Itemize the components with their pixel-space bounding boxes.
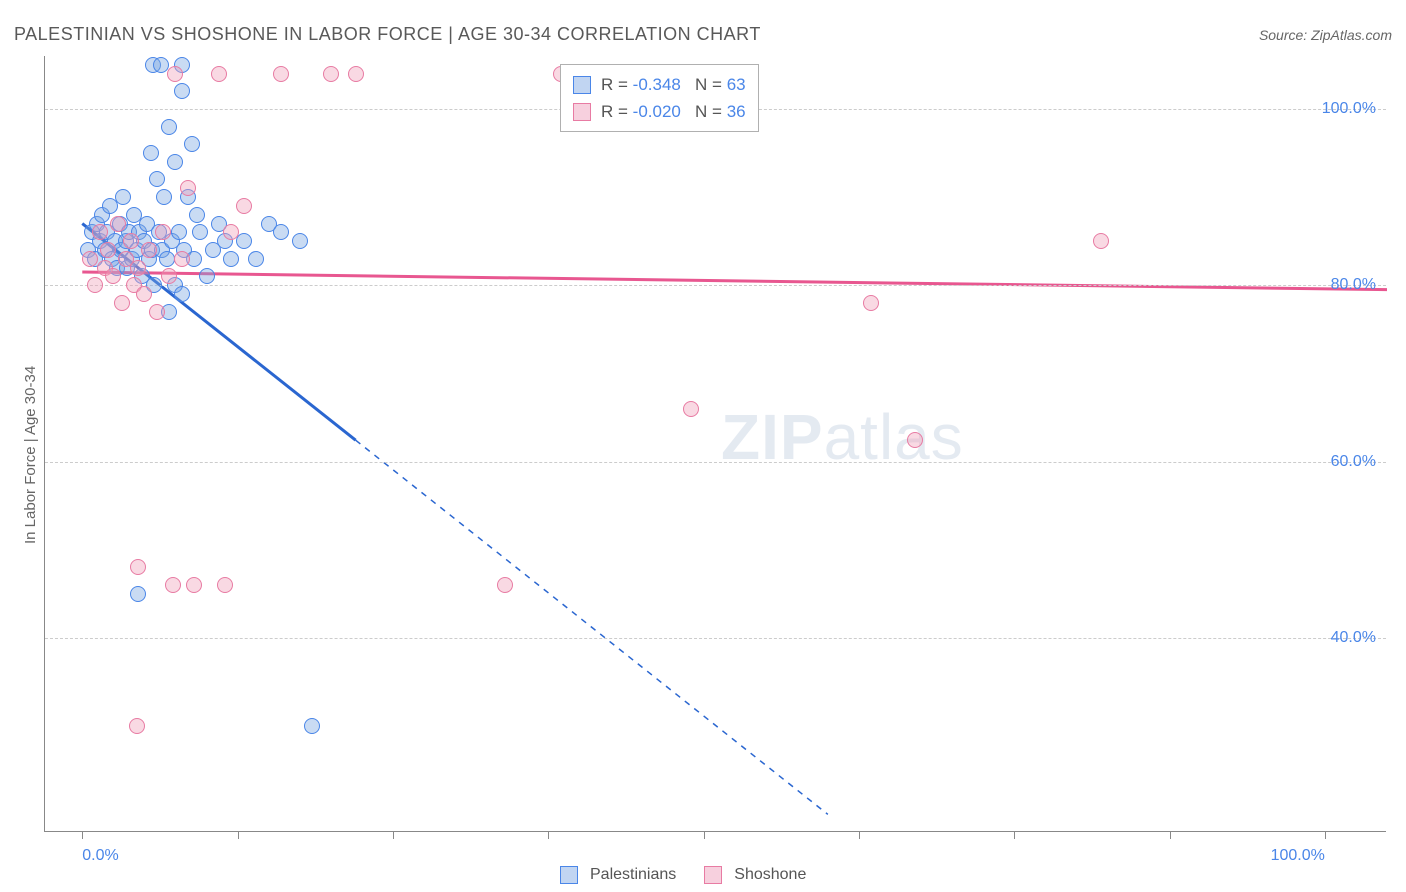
data-point <box>236 198 252 214</box>
x-tick <box>859 831 860 839</box>
data-point <box>192 224 208 240</box>
watermark: ZIPatlas <box>721 400 964 474</box>
trend-line-dashed <box>356 440 828 814</box>
plot-area: ZIPatlas 40.0%60.0%80.0%100.0%0.0%100.0% <box>44 56 1386 832</box>
x-tick <box>1014 831 1015 839</box>
x-tick <box>548 831 549 839</box>
data-point <box>184 136 200 152</box>
legend-series-label: Shoshone <box>734 866 806 884</box>
gridline-horizontal <box>45 462 1386 463</box>
x-tick-label: 100.0% <box>1271 847 1325 865</box>
trend-line-solid <box>82 272 1387 290</box>
x-tick <box>1170 831 1171 839</box>
data-point <box>223 251 239 267</box>
data-point <box>273 66 289 82</box>
data-point <box>348 66 364 82</box>
gridline-horizontal <box>45 285 1386 286</box>
data-point <box>907 432 923 448</box>
legend-swatch <box>704 866 722 884</box>
data-point <box>87 277 103 293</box>
data-point <box>82 251 98 267</box>
data-point <box>497 577 513 593</box>
data-point <box>292 233 308 249</box>
x-tick <box>393 831 394 839</box>
data-point <box>683 401 699 417</box>
title-bar: PALESTINIAN VS SHOSHONE IN LABOR FORCE |… <box>14 24 1392 45</box>
data-point <box>110 216 126 232</box>
legend-series-item: Shoshone <box>704 866 806 884</box>
x-tick <box>704 831 705 839</box>
data-point <box>304 718 320 734</box>
data-point <box>323 66 339 82</box>
data-point <box>161 268 177 284</box>
x-tick-label: 0.0% <box>82 847 118 865</box>
data-point <box>171 224 187 240</box>
data-point <box>149 304 165 320</box>
data-point <box>273 224 289 240</box>
data-point <box>123 233 139 249</box>
data-point <box>167 154 183 170</box>
data-point <box>199 268 215 284</box>
x-tick <box>1325 831 1326 839</box>
data-point <box>100 242 116 258</box>
data-point <box>156 189 172 205</box>
data-point <box>141 242 157 258</box>
legend-series-item: Palestinians <box>560 866 676 884</box>
data-point <box>248 251 264 267</box>
data-point <box>130 586 146 602</box>
data-point <box>174 286 190 302</box>
data-point <box>115 189 131 205</box>
data-point <box>105 268 121 284</box>
y-tick-label: 100.0% <box>1322 100 1376 118</box>
data-point <box>129 718 145 734</box>
legend-correlation-row: R = -0.348 N = 63 <box>573 71 746 98</box>
legend-swatch <box>573 76 591 94</box>
data-point <box>180 180 196 196</box>
data-point <box>189 207 205 223</box>
data-point <box>167 66 183 82</box>
data-point <box>114 295 130 311</box>
data-point <box>217 577 233 593</box>
data-point <box>186 577 202 593</box>
data-point <box>159 251 175 267</box>
legend-series: Palestinians Shoshone <box>560 866 806 884</box>
data-point <box>165 577 181 593</box>
legend-swatch <box>560 866 578 884</box>
legend-series-label: Palestinians <box>590 866 676 884</box>
data-point <box>153 57 169 73</box>
data-point <box>92 224 108 240</box>
legend-swatch <box>573 103 591 121</box>
data-point <box>223 224 239 240</box>
y-tick-label: 80.0% <box>1331 276 1376 294</box>
data-point <box>130 260 146 276</box>
trend-lines <box>45 56 1387 832</box>
data-point <box>130 559 146 575</box>
data-point <box>211 66 227 82</box>
gridline-horizontal <box>45 638 1386 639</box>
data-point <box>136 286 152 302</box>
legend-correlation-row: R = -0.020 N = 36 <box>573 98 746 125</box>
y-tick-label: 40.0% <box>1331 629 1376 647</box>
data-point <box>155 224 171 240</box>
data-point <box>149 171 165 187</box>
data-point <box>863 295 879 311</box>
x-tick <box>82 831 83 839</box>
data-point <box>161 119 177 135</box>
source-label: Source: ZipAtlas.com <box>1259 27 1392 43</box>
x-tick <box>238 831 239 839</box>
data-point <box>1093 233 1109 249</box>
data-point <box>174 83 190 99</box>
data-point <box>143 145 159 161</box>
legend-correlation: R = -0.348 N = 63R = -0.020 N = 36 <box>560 64 759 132</box>
y-tick-label: 60.0% <box>1331 453 1376 471</box>
y-axis-label: In Labor Force | Age 30-34 <box>22 366 39 544</box>
chart-title: PALESTINIAN VS SHOSHONE IN LABOR FORCE |… <box>14 24 761 45</box>
data-point <box>174 251 190 267</box>
